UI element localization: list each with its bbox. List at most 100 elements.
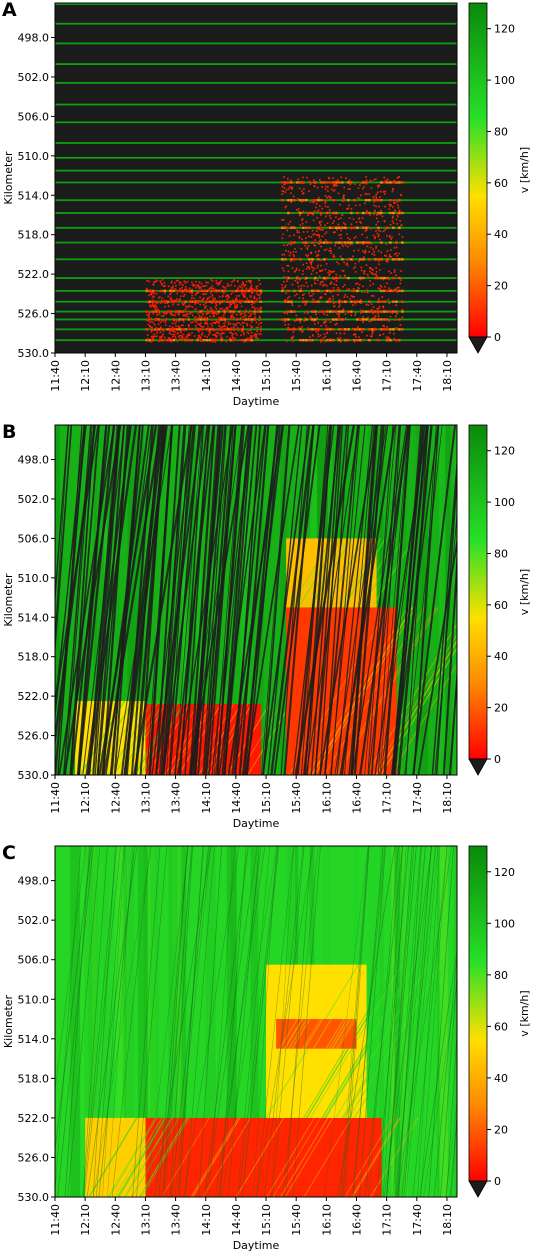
colorbar-tick-label: 120 bbox=[494, 866, 515, 879]
x-tick-label: 16:40 bbox=[351, 782, 364, 814]
x-axis-label: Daytime bbox=[233, 817, 280, 830]
x-tick-label: 11:40 bbox=[49, 360, 62, 392]
x-tick-label: 14:40 bbox=[230, 360, 243, 392]
y-tick-label: 530.0 bbox=[18, 347, 50, 360]
congestion-region bbox=[145, 1117, 382, 1197]
y-tick-label: 498.0 bbox=[18, 32, 50, 45]
colorbar-label: v [km/h] bbox=[518, 147, 531, 193]
colorbar: 0 20 40 60 80 100 120 v [km/h] bbox=[468, 2, 531, 354]
x-tick-label: 17:40 bbox=[411, 1204, 424, 1236]
detector-row bbox=[55, 22, 457, 25]
detector-row bbox=[55, 156, 457, 159]
x-tick-label: 14:10 bbox=[200, 782, 213, 814]
y-tick-label: 498.0 bbox=[18, 454, 50, 467]
detector-row bbox=[55, 103, 457, 106]
x-tick-label: 14:40 bbox=[230, 1204, 243, 1236]
x-tick-label: 17:40 bbox=[411, 782, 424, 814]
x-tick-label: 12:10 bbox=[79, 1204, 92, 1236]
x-tick-label: 16:10 bbox=[320, 782, 333, 814]
x-tick-label: 12:10 bbox=[79, 360, 92, 392]
y-tick-label: 526.0 bbox=[18, 730, 50, 743]
y-tick-label: 514.0 bbox=[18, 189, 50, 202]
x-tick-label: 13:40 bbox=[170, 360, 183, 392]
colorbar-tick-label: 0 bbox=[494, 753, 501, 766]
x-tick-label: 12:10 bbox=[79, 782, 92, 814]
panel-b: 498.0 502.0 506.0 510.0 514.0 518.0 522.0 526.0… bbox=[2, 421, 531, 830]
x-tick-label: 18:10 bbox=[441, 1204, 454, 1236]
detector-row bbox=[55, 226, 457, 229]
x-tick-label: 15:10 bbox=[260, 782, 273, 814]
colorbar-tick-label: 100 bbox=[494, 917, 515, 930]
y-tick-label: 514.0 bbox=[18, 1033, 50, 1046]
x-tick-label: 14:10 bbox=[200, 360, 213, 392]
panel-a: 498.0 502.0 506.0 510.0 514.0 518.0 522.0 526.0… bbox=[2, 0, 531, 408]
colorbar-gradient bbox=[468, 424, 488, 760]
colorbar-tick-label: 0 bbox=[494, 1175, 501, 1188]
y-tick-label: 518.0 bbox=[18, 1072, 50, 1085]
colorbar-tick-label: 40 bbox=[494, 650, 508, 663]
x-tick-label: 15:40 bbox=[290, 1204, 303, 1236]
x-tick-label: 13:10 bbox=[139, 360, 152, 392]
detector-row bbox=[55, 339, 457, 342]
x-tick-label: 16:10 bbox=[320, 1204, 333, 1236]
colorbar-tick-label: 40 bbox=[494, 1072, 508, 1085]
x-tick-label: 16:40 bbox=[351, 360, 364, 392]
axes-frame bbox=[54, 2, 458, 354]
detector-row bbox=[55, 42, 457, 45]
colorbar-extend-min bbox=[468, 758, 488, 776]
heatmap-a bbox=[55, 3, 457, 353]
y-tick-label: 506.0 bbox=[18, 954, 50, 967]
y-tick-label: 510.0 bbox=[18, 150, 50, 163]
x-tick-label: 14:40 bbox=[230, 782, 243, 814]
detector-row bbox=[55, 310, 457, 313]
y-tick-label: 526.0 bbox=[18, 308, 50, 321]
detector-row bbox=[55, 3, 457, 5]
x-tick-label: 13:10 bbox=[139, 782, 152, 814]
x-axis-label: Daytime bbox=[233, 1239, 280, 1252]
y-axis-label: Kilometer bbox=[2, 573, 15, 627]
colorbar-tick-label: 120 bbox=[494, 23, 515, 36]
detector-row bbox=[55, 258, 457, 261]
detector-row bbox=[55, 63, 457, 66]
detector-row bbox=[55, 181, 457, 184]
y-tick-label: 502.0 bbox=[18, 914, 50, 927]
detector-row bbox=[55, 277, 457, 279]
x-tick-label: 16:40 bbox=[351, 1204, 364, 1236]
x-tick-label: 15:40 bbox=[290, 360, 303, 392]
colorbar-tick-label: 100 bbox=[494, 74, 515, 87]
colorbar-tick-label: 20 bbox=[494, 702, 508, 715]
x-tick-label: 12:40 bbox=[109, 360, 122, 392]
x-tick-label: 15:40 bbox=[290, 782, 303, 814]
colorbar-tick-label: 120 bbox=[494, 445, 515, 458]
detector-row bbox=[55, 212, 457, 214]
plot-background bbox=[55, 3, 457, 353]
colorbar-tick-label: 0 bbox=[494, 331, 501, 344]
detector-row bbox=[55, 81, 457, 84]
heatmap-c bbox=[55, 846, 457, 1197]
y-axis-label: Kilometer bbox=[2, 151, 15, 205]
y-tick-label: 506.0 bbox=[18, 110, 50, 123]
congestion-region bbox=[85, 1117, 146, 1197]
colorbar-extend-min bbox=[468, 1180, 488, 1198]
y-tick-label: 514.0 bbox=[18, 611, 50, 624]
colorbar-gradient bbox=[468, 2, 488, 338]
x-tick-label: 17:10 bbox=[381, 360, 394, 392]
colorbar-tick-label: 80 bbox=[494, 125, 508, 138]
detector-row bbox=[55, 142, 457, 144]
axes-frame bbox=[54, 845, 458, 1198]
panel-c: 498.0 502.0 506.0 510.0 514.0 518.0 522.0 526.0… bbox=[2, 842, 531, 1252]
x-tick-label: 17:10 bbox=[381, 782, 394, 814]
colorbar-tick-label: 20 bbox=[494, 1123, 508, 1136]
colorbar-extend-min bbox=[468, 336, 488, 354]
x-tick-label: 15:10 bbox=[260, 360, 273, 392]
x-axis-label: Daytime bbox=[233, 395, 280, 408]
colorbar: 0 20 40 60 80 100 120 v [km/h] bbox=[468, 424, 531, 776]
detector-row bbox=[55, 328, 457, 331]
x-tick-label: 12:40 bbox=[109, 1204, 122, 1236]
y-tick-label: 522.0 bbox=[18, 1112, 50, 1125]
colorbar-tick-label: 100 bbox=[494, 496, 515, 509]
y-tick-label: 502.0 bbox=[18, 71, 50, 84]
colorbar-tick-label: 20 bbox=[494, 280, 508, 293]
y-tick-label: 502.0 bbox=[18, 493, 50, 506]
